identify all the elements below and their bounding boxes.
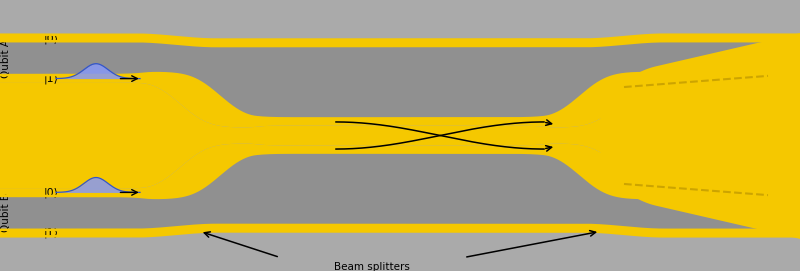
Text: |0⟩: |0⟩	[44, 187, 59, 198]
Text: CC gate: CC gate	[668, 128, 724, 143]
Text: |1⟩: |1⟩	[44, 227, 59, 238]
Text: Qubit A: Qubit A	[2, 39, 11, 78]
Text: Qubit B: Qubit B	[2, 193, 11, 232]
Text: Beam splitters: Beam splitters	[334, 262, 410, 271]
Text: |0⟩: |0⟩	[44, 33, 59, 44]
Text: |1⟩: |1⟩	[44, 73, 59, 84]
